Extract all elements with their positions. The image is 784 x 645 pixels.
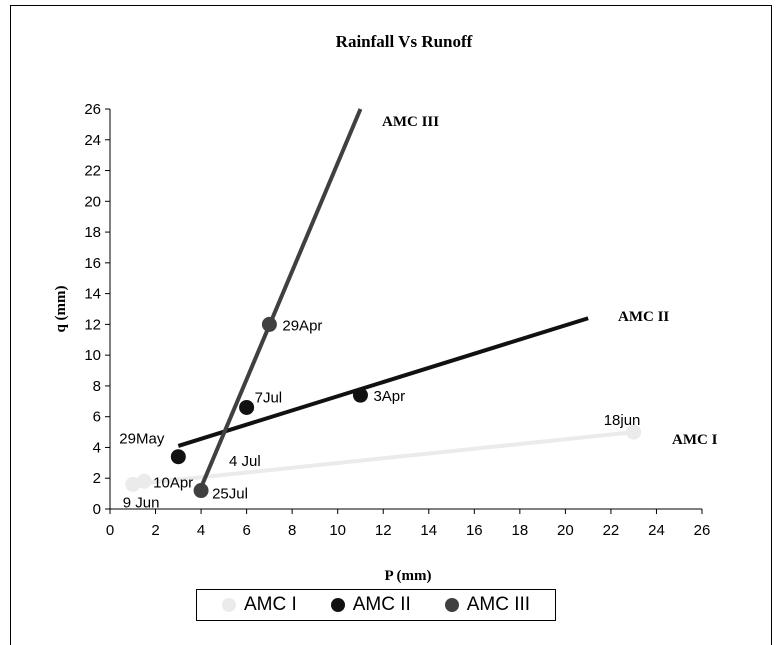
point-label-amc-i: 18jun bbox=[604, 412, 641, 429]
legend-label: AMC II bbox=[352, 594, 411, 615]
point-label-amc-i: 9 Jun bbox=[123, 494, 160, 511]
legend-marker bbox=[330, 598, 345, 612]
y-axis-title: q (mm) bbox=[53, 285, 69, 332]
chart-title: Rainfall Vs Runoff bbox=[336, 32, 473, 51]
y-tick-label: 6 bbox=[93, 409, 101, 426]
x-tick-label: 8 bbox=[288, 522, 296, 539]
legend-item-amc-ii: AMC II bbox=[330, 594, 411, 616]
point-amc-i bbox=[626, 424, 642, 440]
x-tick-label: 16 bbox=[466, 522, 483, 539]
series-line-label-amc-i: AMC I bbox=[672, 432, 718, 448]
point-amc-ii bbox=[239, 399, 255, 415]
point-amc-ii bbox=[352, 387, 368, 403]
y-tick-label: 0 bbox=[93, 501, 101, 518]
x-tick-label: 26 bbox=[694, 522, 711, 539]
y-tick-label: 14 bbox=[84, 286, 101, 303]
y-tick-label: 18 bbox=[84, 224, 101, 241]
series-line-label-amc-ii: AMC II bbox=[618, 309, 669, 325]
y-tick-label: 16 bbox=[84, 255, 101, 272]
x-tick-label: 22 bbox=[603, 522, 620, 539]
annotation-label: 4 Jul bbox=[229, 453, 261, 470]
y-tick-label: 2 bbox=[93, 470, 101, 487]
y-tick-label: 8 bbox=[93, 378, 101, 395]
point-label-amc-ii: 3Apr bbox=[373, 388, 405, 405]
point-label-amc-i: 10Apr bbox=[153, 474, 193, 491]
y-tick-label: 22 bbox=[84, 163, 101, 180]
x-tick-label: 0 bbox=[106, 522, 114, 539]
x-tick-label: 20 bbox=[557, 522, 574, 539]
point-label-amc-ii: 7Jul bbox=[255, 389, 283, 406]
y-tick-label: 12 bbox=[84, 316, 101, 333]
legend-item-amc-iii: AMC III bbox=[444, 594, 531, 616]
legend-marker bbox=[444, 598, 459, 612]
point-amc-i bbox=[125, 476, 141, 492]
point-label-amc-iii: 29Apr bbox=[282, 317, 322, 334]
point-label-amc-iii: 25Jul bbox=[212, 486, 248, 503]
point-label-amc-ii: 29May bbox=[119, 431, 165, 448]
y-tick-label: 26 bbox=[84, 101, 101, 118]
x-tick-label: 12 bbox=[375, 522, 392, 539]
trendline-amc-iii bbox=[199, 108, 363, 489]
y-tick-label: 10 bbox=[84, 347, 101, 364]
point-amc-iii bbox=[193, 483, 209, 499]
legend-label: AMC III bbox=[466, 594, 531, 615]
series-line-label-amc-iii: AMC III bbox=[382, 114, 439, 130]
x-tick-label: 2 bbox=[151, 522, 159, 539]
point-amc-i bbox=[136, 473, 152, 489]
x-axis-title: P (mm) bbox=[384, 568, 431, 584]
point-amc-ii bbox=[170, 449, 186, 465]
y-tick-label: 24 bbox=[84, 132, 101, 149]
legend-label: AMC I bbox=[243, 594, 297, 615]
legend-item-amc-i: AMC I bbox=[221, 594, 297, 616]
x-tick-label: 4 bbox=[197, 522, 205, 539]
x-tick-label: 10 bbox=[329, 522, 346, 539]
point-amc-iii bbox=[261, 316, 277, 332]
trendline-amc-i bbox=[132, 430, 634, 487]
x-tick-label: 18 bbox=[512, 522, 529, 539]
x-tick-label: 24 bbox=[648, 522, 665, 539]
x-tick-label: 6 bbox=[242, 522, 250, 539]
trendline-amc-ii bbox=[177, 316, 589, 448]
chart-frame bbox=[10, 5, 772, 645]
y-tick-label: 20 bbox=[84, 193, 101, 210]
legend-marker bbox=[221, 598, 236, 612]
x-tick-label: 14 bbox=[420, 522, 437, 539]
legend: AMC I AMC II AMC III bbox=[196, 589, 556, 621]
y-tick-label: 4 bbox=[93, 439, 101, 456]
